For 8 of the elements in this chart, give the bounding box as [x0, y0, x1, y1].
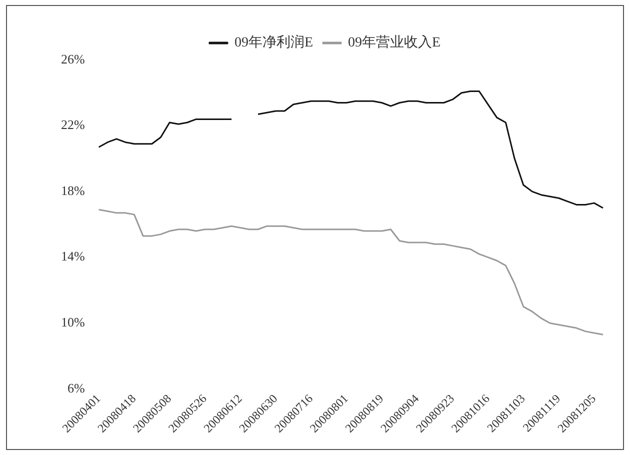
y-tick-label: 18% [60, 182, 85, 198]
y-tick-label: 14% [60, 248, 85, 264]
legend-label: 09年净利润E [234, 34, 314, 51]
y-tick-label: 26% [60, 51, 85, 66]
y-tick-label: 6% [67, 380, 85, 396]
y-tick-label: 22% [60, 117, 85, 132]
y-tick-label: 10% [60, 314, 85, 330]
legend-label: 09年营业收入E [348, 34, 441, 51]
